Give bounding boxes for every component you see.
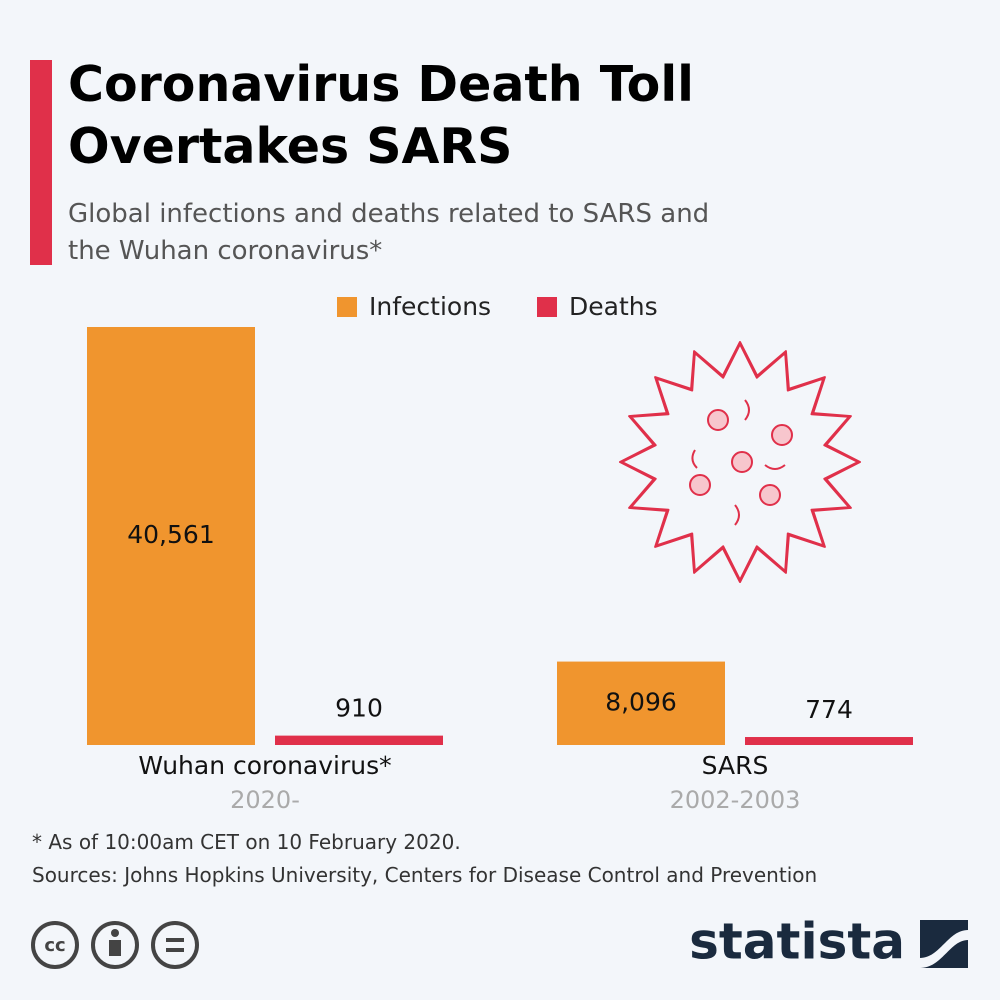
virus-outline (619, 341, 861, 583)
legend-label: Deaths (569, 292, 658, 321)
virus-dot (707, 409, 729, 431)
footnote: * As of 10:00am CET on 10 February 2020. (32, 830, 461, 854)
bar (275, 735, 443, 745)
bar (87, 327, 255, 745)
category-label: SARS (702, 751, 769, 780)
value-label: 8,096 (605, 687, 677, 716)
svg-text:cc: cc (44, 935, 65, 956)
virus-dot (759, 484, 781, 506)
virus-illustration (619, 341, 861, 583)
virus-dot (731, 451, 753, 473)
bar (557, 661, 725, 745)
category-label: Wuhan coronavirus* (138, 751, 391, 780)
virus-dot (689, 474, 711, 496)
value-label: 910 (335, 694, 383, 723)
license-icons: cc (31, 921, 199, 969)
category-period: 2002-2003 (670, 786, 801, 814)
source: Sources: Johns Hopkins University, Cente… (32, 863, 818, 887)
brand: statista (689, 913, 905, 971)
brand-icon (920, 920, 968, 968)
virus-outline (621, 343, 859, 581)
virus-squiggle (691, 399, 786, 526)
legend-swatch (337, 297, 357, 317)
legend-label: Infections (369, 292, 491, 321)
category-period: 2020- (230, 786, 300, 814)
value-label: 40,561 (127, 520, 214, 549)
bar (745, 737, 913, 745)
value-label: 774 (805, 695, 853, 724)
chart-title: Coronavirus Death Toll Overtakes SARS (68, 56, 694, 175)
accent-bar (30, 60, 52, 265)
virus-dot (771, 424, 793, 446)
chart-subtitle: Global infections and deaths related to … (68, 199, 710, 266)
legend-swatch (537, 297, 557, 317)
